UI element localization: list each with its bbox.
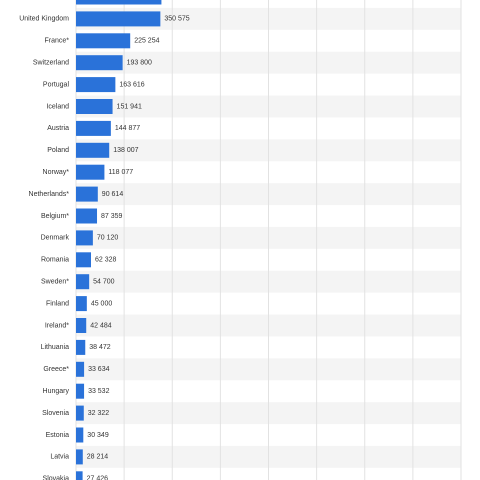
value-label: 90 614 <box>102 191 124 198</box>
bar <box>76 383 85 399</box>
bar <box>76 471 83 480</box>
value-label: 144 877 <box>115 125 140 132</box>
value-label: 28 214 <box>87 454 109 461</box>
y-tick-label: Latvia <box>50 454 69 461</box>
bar <box>76 120 111 136</box>
y-tick-label: Netherlands* <box>29 191 70 198</box>
value-label: 45 000 <box>91 300 113 307</box>
y-tick-label: Finland <box>46 300 69 307</box>
y-tick-label: Hungary <box>43 388 70 395</box>
value-label: 193 800 <box>127 60 152 67</box>
bar <box>76 252 91 268</box>
y-tick-label: Belgium* <box>41 213 69 220</box>
y-tick-label: Switzerland <box>33 60 69 67</box>
bar <box>76 55 123 71</box>
y-tick-label: Slovenia <box>42 410 69 417</box>
bar <box>76 427 84 443</box>
bar <box>76 405 84 421</box>
bar <box>76 449 83 465</box>
bar <box>76 339 86 355</box>
bar <box>76 33 131 49</box>
value-label: 30 349 <box>87 432 109 439</box>
bar <box>76 318 87 333</box>
y-tick-label: Sweden* <box>41 279 69 286</box>
y-tick-label: Slovakia <box>43 476 70 480</box>
y-tick-label: Iceland <box>46 103 69 110</box>
value-label: 225 254 <box>134 38 159 45</box>
value-label: 33 634 <box>88 366 110 373</box>
y-tick-label: Austria <box>47 125 69 132</box>
bar <box>76 0 162 5</box>
bar <box>76 296 87 312</box>
value-label: 38 472 <box>89 344 111 351</box>
y-tick-label: Greece* <box>43 366 69 373</box>
bar <box>76 77 116 93</box>
y-tick-label: Portugal <box>43 81 70 88</box>
value-label: 350 575 <box>164 16 189 23</box>
value-label: 151 941 <box>117 103 142 110</box>
bar <box>76 208 98 224</box>
bar <box>76 164 105 180</box>
bar <box>76 230 93 246</box>
y-tick-label: Romania <box>41 257 69 264</box>
bar <box>76 186 98 202</box>
bar <box>76 142 110 158</box>
value-label: 118 077 <box>108 169 133 176</box>
bar <box>76 99 113 114</box>
value-label: 138 007 <box>113 147 138 154</box>
y-tick-label: France* <box>44 38 69 45</box>
bar <box>76 274 90 290</box>
value-label: 54 700 <box>93 279 115 286</box>
value-label: 27 426 <box>87 476 109 480</box>
y-tick-label: Denmark <box>41 235 70 242</box>
value-label: 32 322 <box>88 410 110 417</box>
value-label: 70 120 <box>97 235 119 242</box>
y-tick-label: Poland <box>47 147 69 154</box>
y-tick-label: Ireland* <box>45 322 69 329</box>
y-tick-label: Norway* <box>43 169 70 176</box>
y-tick-label: Lithuania <box>41 344 70 351</box>
y-tick-label: United Kingdom <box>19 16 69 23</box>
value-label: 87 359 <box>101 213 123 220</box>
value-label: 42 484 <box>90 322 112 329</box>
y-tick-label: Estonia <box>46 432 69 439</box>
value-label: 33 532 <box>88 388 110 395</box>
value-label: 163 616 <box>119 81 144 88</box>
bar <box>76 11 161 27</box>
value-label: 62 328 <box>95 257 117 264</box>
bar <box>76 361 85 377</box>
